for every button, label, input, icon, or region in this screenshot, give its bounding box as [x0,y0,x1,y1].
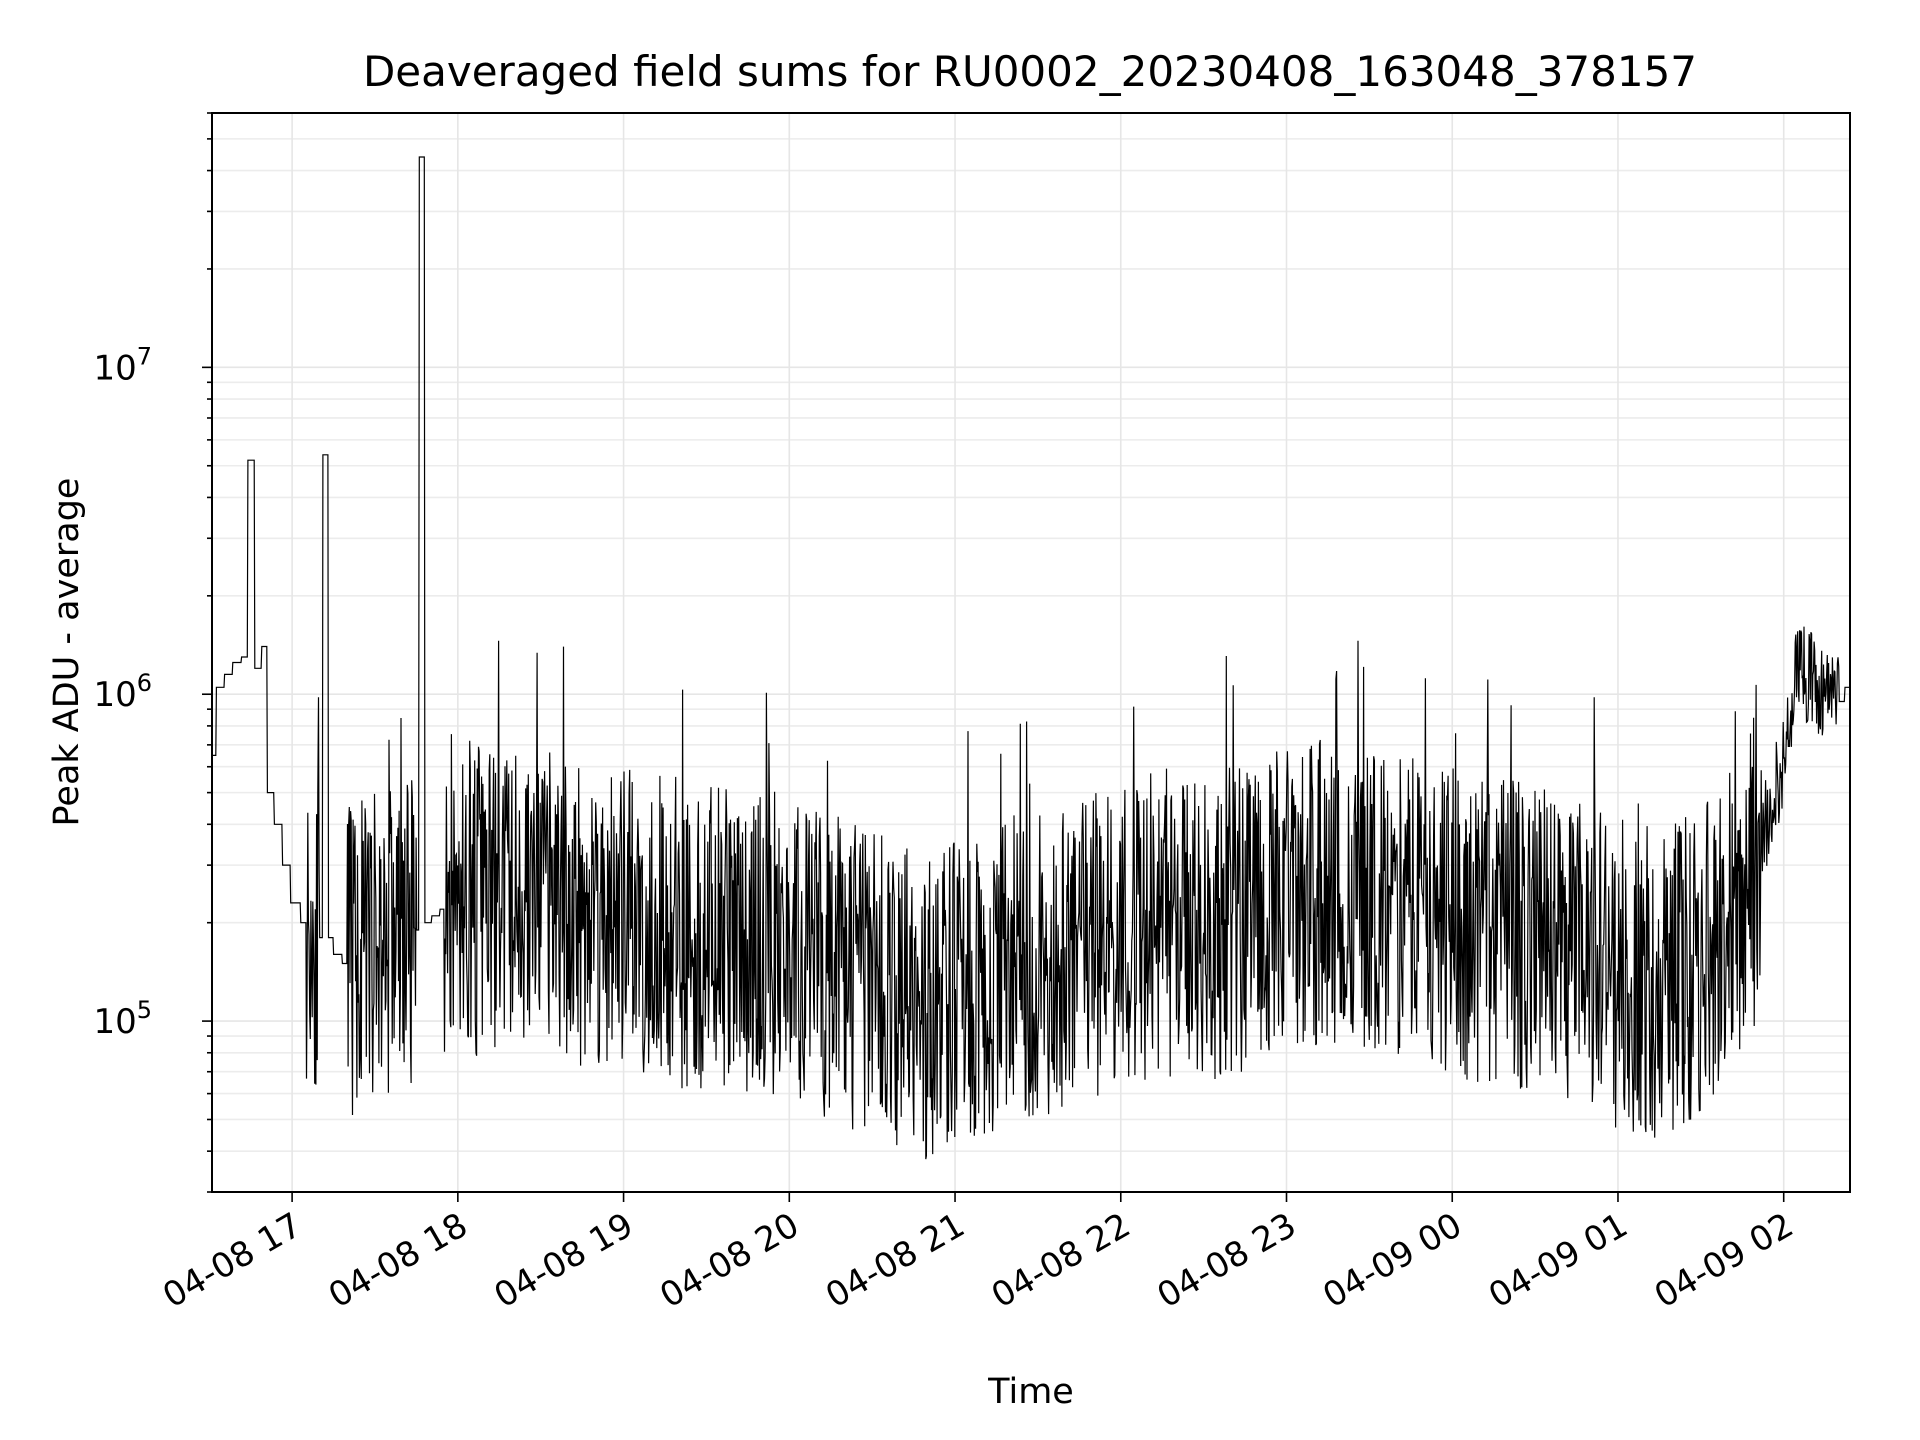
y-tick-label: 106 [93,669,152,715]
x-tick-label: 04-08 20 [653,1205,805,1316]
y-axis-label: Peak ADU - average [47,478,87,827]
x-axis-label: Time [987,1372,1074,1412]
y-tick-label: 105 [93,996,152,1042]
x-tick-label: 04-08 21 [819,1205,971,1316]
x-tick-label: 04-08 18 [322,1205,474,1316]
x-tick-label: 04-09 00 [1316,1205,1468,1316]
y-tick-label: 107 [93,342,152,388]
x-tick-label: 04-09 02 [1648,1205,1800,1316]
x-axis-ticks: 04-08 17 04-08 18 04-08 19 04-08 20 04-08 21… [156,1192,1800,1316]
y-axis-ticks: 105 106 107 [93,112,212,1193]
x-tick-label: 04-08 23 [1151,1205,1303,1316]
plot-frame [211,112,1851,1193]
x-tick-label: 04-08 17 [156,1205,308,1316]
grid [212,112,1850,1193]
x-tick-label: 04-08 22 [985,1205,1137,1316]
chart-title: Deaveraged field sums for RU0002_2023040… [363,47,1697,96]
series-layer [212,156,1850,1160]
series-line [212,156,1850,1160]
x-tick-label: 04-09 01 [1482,1205,1634,1316]
x-tick-label: 04-08 19 [488,1205,640,1316]
